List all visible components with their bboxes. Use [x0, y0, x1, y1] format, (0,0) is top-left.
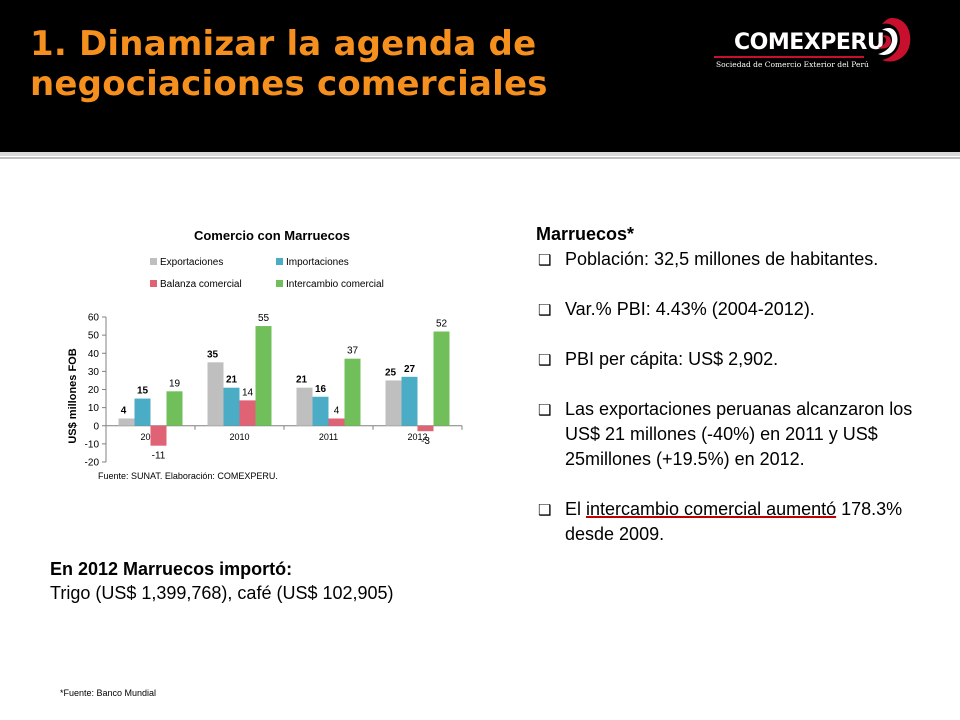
chart-source: Fuente: SUNAT. Elaboración: COMEXPERU.	[98, 471, 278, 481]
y-tick-label: 0	[93, 421, 99, 432]
data-label: 25	[385, 367, 397, 378]
data-label: 21	[226, 375, 238, 386]
x-tick-label: 2012	[407, 432, 427, 442]
chart-bars: 4 15 -11 19 35 21 14 55 21 16 4 37 25 27 -3 52	[118, 313, 450, 462]
y-axis-label: US$ millones FOB	[67, 348, 79, 443]
y-tick-label: 60	[88, 313, 100, 324]
legend-label: Importaciones	[286, 257, 349, 268]
data-label: 4	[334, 406, 340, 417]
imports-heading: En 2012 Marruecos importó:	[50, 559, 293, 579]
data-label: 52	[436, 319, 448, 330]
bar	[239, 400, 256, 426]
legend-label: Exportaciones	[160, 257, 223, 268]
data-label: -3	[421, 436, 430, 447]
fact-text-pre: El	[565, 499, 587, 519]
fact-item: ❑ Var.% PBI: 4.43% (2004-2012).	[536, 297, 936, 322]
highlighted-phrase: intercambio comercial aumentó	[586, 499, 837, 519]
y-tick-label: 40	[88, 349, 100, 360]
fact-item: ❑ PBI per cápita: US$ 2,902.	[536, 347, 936, 372]
header-divider	[0, 152, 960, 156]
data-label: 37	[347, 346, 359, 357]
bar	[312, 396, 329, 426]
bar	[166, 391, 183, 426]
checkbox-bullet-icon: ❑	[538, 352, 552, 369]
data-label: -11	[152, 451, 166, 462]
slide-title: 1. Dinamizar la agenda de negociaciones …	[30, 24, 548, 104]
fact-text: PBI per cápita: US$ 2,902.	[565, 349, 779, 369]
logo-subtitle: Sociedad de Comercio Exterior del Perú	[716, 60, 869, 69]
data-label: 15	[137, 386, 149, 397]
fact-text: Población: 32,5 millones de habitantes.	[565, 249, 879, 269]
bar	[401, 376, 418, 426]
comexperu-logo: COMEXPERU Sociedad de Comercio Exterior …	[700, 14, 920, 76]
bar	[134, 398, 151, 426]
bar	[255, 326, 272, 426]
y-tick-label: 30	[88, 367, 100, 378]
legend-label: Balanza comercial	[160, 279, 242, 290]
bar	[328, 418, 345, 426]
x-tick-label: 2010	[229, 432, 249, 442]
logo-underline	[714, 56, 864, 58]
legend-swatch	[150, 280, 157, 287]
bar	[433, 331, 450, 426]
fact-text-post: 178.3% desde 2009.	[565, 499, 903, 544]
x-tick-label: 2011	[319, 432, 338, 442]
data-label: 27	[404, 364, 416, 375]
checkbox-bullet-icon: ❑	[538, 502, 552, 519]
fact-item: ❑ Población: 32,5 millones de habitantes.	[536, 247, 936, 272]
y-tick-label: 50	[88, 331, 100, 342]
bar	[385, 380, 402, 426]
imports-note: En 2012 Marruecos importó: Trigo (US$ 1,…	[50, 557, 394, 605]
bar	[344, 358, 361, 426]
data-label: 14	[242, 387, 254, 398]
data-label: 21	[296, 375, 308, 386]
checkbox-bullet-icon: ❑	[538, 252, 552, 269]
fact-text: Las exportaciones peruanas alcanzaron lo…	[565, 399, 913, 469]
imports-detail: Trigo (US$ 1,399,768), café (US$ 102,905…	[50, 583, 394, 603]
logo-text: COMEXPERU	[734, 30, 885, 55]
y-tick-label: 10	[88, 403, 100, 414]
footnote: *Fuente: Banco Mundial	[60, 688, 157, 698]
data-label: 55	[258, 313, 270, 324]
data-label: 16	[315, 384, 327, 395]
bar	[207, 362, 224, 426]
country-facts-panel: Marruecos* ❑ Población: 32,5 millones de …	[536, 222, 936, 572]
checkbox-bullet-icon: ❑	[538, 402, 552, 419]
bar	[150, 425, 167, 446]
facts-heading: Marruecos*	[536, 224, 635, 244]
fact-item: ❑ Las exportaciones peruanas alcanzaron l…	[536, 397, 936, 472]
title-line-1: 1. Dinamizar la agenda de	[30, 24, 537, 64]
legend-swatch	[276, 258, 283, 265]
title-line-2: negociaciones comerciales	[30, 64, 548, 104]
chart-legend: Exportaciones Importaciones Balanza comerc…	[150, 257, 384, 290]
checkbox-bullet-icon: ❑	[538, 302, 552, 319]
data-label: 35	[207, 349, 219, 360]
data-label: 4	[121, 406, 127, 417]
fact-text: Var.% PBI: 4.43% (2004-2012).	[565, 299, 815, 319]
bar	[296, 387, 313, 426]
bar	[417, 425, 434, 432]
header-divider-shadow	[0, 157, 960, 159]
chart-title: Comercio con Marruecos	[194, 228, 350, 243]
legend-swatch	[276, 280, 283, 287]
logo-swirl-icon	[878, 18, 911, 62]
data-label: 19	[169, 378, 181, 389]
bar	[223, 387, 240, 426]
facts-list: ❑ Población: 32,5 millones de habitantes.…	[536, 247, 936, 547]
bar	[118, 418, 135, 426]
legend-label: Intercambio comercial	[286, 279, 384, 290]
y-tick-label: -20	[85, 458, 100, 469]
y-tick-label: 20	[88, 385, 100, 396]
fact-item: ❑ El intercambio comercial aumentó 178.3%…	[536, 497, 936, 547]
y-tick-label: -10	[85, 439, 100, 450]
header-bar: 1. Dinamizar la agenda de negociaciones …	[0, 0, 960, 152]
trade-bar-chart: Comercio con Marruecos Exportaciones Impo…	[67, 228, 463, 481]
legend-swatch	[150, 258, 157, 265]
